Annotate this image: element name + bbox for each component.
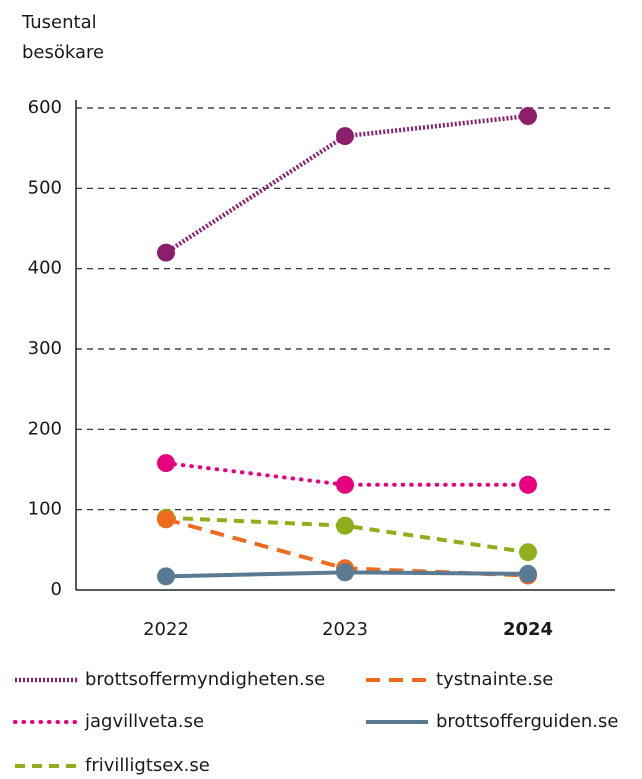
legend-label: jagvillveta.se <box>84 711 204 732</box>
y-tick-label: 200 <box>28 418 62 439</box>
data-point <box>519 475 537 494</box>
legend-label: brottsoffermyndigheten.se <box>85 669 325 690</box>
x-tick-label: 2022 <box>143 619 189 640</box>
data-point <box>157 510 175 529</box>
x-tick-label: 2024 <box>503 619 553 640</box>
y-tick-label: 600 <box>28 97 62 118</box>
y-tick-label: 300 <box>28 338 62 359</box>
data-point <box>157 243 175 262</box>
data-point <box>519 543 537 562</box>
data-point <box>157 567 175 586</box>
y-axis-label: Tusental besökare <box>22 12 105 63</box>
legend-label: brottsofferguiden.se <box>436 711 618 732</box>
data-point <box>519 564 537 583</box>
data-point <box>336 563 354 582</box>
data-point <box>336 127 354 146</box>
y-tick-label: 400 <box>28 258 62 279</box>
y-tick-label: 0 <box>51 579 62 600</box>
data-point <box>336 516 354 535</box>
legend-label: tystnainte.se <box>436 669 553 690</box>
y-tick-label: 500 <box>28 177 62 198</box>
data-point <box>519 107 537 126</box>
data-point <box>336 475 354 494</box>
legend-label: frivilligtsex.se <box>85 755 210 776</box>
data-point <box>157 454 175 473</box>
x-tick-label: 2023 <box>322 619 368 640</box>
y-tick-label: 100 <box>28 499 62 520</box>
